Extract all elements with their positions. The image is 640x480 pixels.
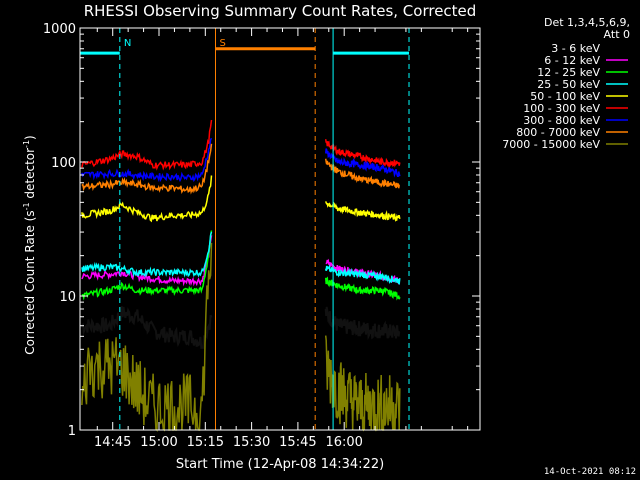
legend-entry-1: 6 - 12 keV	[544, 54, 600, 67]
legend-title-line-1: Att 0	[604, 28, 630, 41]
y-tick-label-0: 1	[68, 424, 76, 439]
series-8-before-gap-line	[81, 242, 213, 432]
series-3-before-gap-line	[81, 231, 213, 278]
series-3-after-gap-line	[324, 264, 401, 285]
timestamp: 14-Oct-2021 08:12	[544, 467, 636, 477]
axes: 14:45 15:00 15:15 15:30 15:45 16:00 1 10 100 1000	[43, 22, 481, 450]
y-tick-label-3: 1000	[43, 22, 76, 37]
series-2-before-gap-line	[81, 230, 213, 301]
x-tick-label-1: 15:00	[140, 435, 177, 450]
series-7-before-gap-line	[81, 143, 213, 195]
x-tick-label-5: 16:00	[325, 435, 362, 450]
series-6	[81, 137, 401, 183]
series-4	[81, 175, 401, 223]
x-tick-label-0: 14:45	[94, 435, 131, 450]
legend-entry-6: 300 - 800 keV	[523, 114, 600, 127]
legend-entry-3: 25 - 50 keV	[537, 78, 600, 91]
series-3	[81, 231, 401, 285]
x-tick-label-4: 15:45	[279, 435, 316, 450]
series-7	[81, 143, 400, 195]
legend-entry-0: 3 - 6 keV	[551, 42, 600, 55]
legend-entry-2: 12 - 25 keV	[537, 66, 600, 79]
series-7-after-gap-line	[324, 158, 400, 189]
series-1-before-gap-line	[81, 235, 213, 287]
series-5	[81, 119, 401, 171]
series-4-before-gap-line	[81, 175, 213, 223]
legend-entry-8: 7000 - 15000 keV	[502, 138, 600, 151]
series-5-after-gap-line	[324, 139, 401, 169]
y-axis-label-exp1: -1	[22, 202, 31, 210]
marker-label-1: N	[124, 38, 131, 49]
series-6-before-gap-line	[81, 137, 213, 183]
series-4-after-gap-line	[324, 201, 401, 222]
legend-entry-7: 800 - 7000 keV	[516, 126, 600, 139]
series-2-after-gap-line	[324, 276, 401, 301]
x-tick-label-2: 15:15	[187, 435, 224, 450]
y-tick-label-2: 100	[51, 156, 76, 171]
svg-text:Corrected Count Rate (s-1 dete: Corrected Count Rate (s-1 detector-1)	[22, 135, 37, 354]
y-axis-label: Corrected Count Rate (s-1 detector-1)	[22, 135, 37, 354]
y-tick-label-1: 10	[59, 290, 76, 305]
legend-entry-4: 50 - 100 keV	[530, 90, 600, 103]
x-axis-label: Start Time (12-Apr-08 14:34:22)	[176, 457, 384, 472]
chart-title: RHESSI Observing Summary Count Rates, Co…	[84, 2, 477, 20]
series-2	[81, 230, 401, 301]
series-0-before-gap-line	[81, 306, 213, 349]
y-axis-label-part3: )	[23, 135, 37, 140]
legend-title-line-0: Det 1,3,4,5,6,9,	[544, 16, 630, 29]
marker-label-2: S	[219, 38, 225, 49]
series-6-after-gap-line	[324, 148, 401, 178]
plot-frame	[79, 27, 481, 431]
series-5-before-gap-line	[81, 119, 213, 171]
y-axis-label-exp2: -1	[22, 140, 31, 148]
x-tick-label-3: 15:30	[233, 435, 270, 450]
legend-entry-5: 100 - 300 keV	[523, 102, 600, 115]
y-axis-label-part2: detector	[23, 148, 37, 203]
series-0-after-gap-line	[324, 306, 401, 340]
series-0	[81, 306, 401, 349]
y-axis-label-part1: Corrected Count Rate (s	[23, 210, 37, 354]
